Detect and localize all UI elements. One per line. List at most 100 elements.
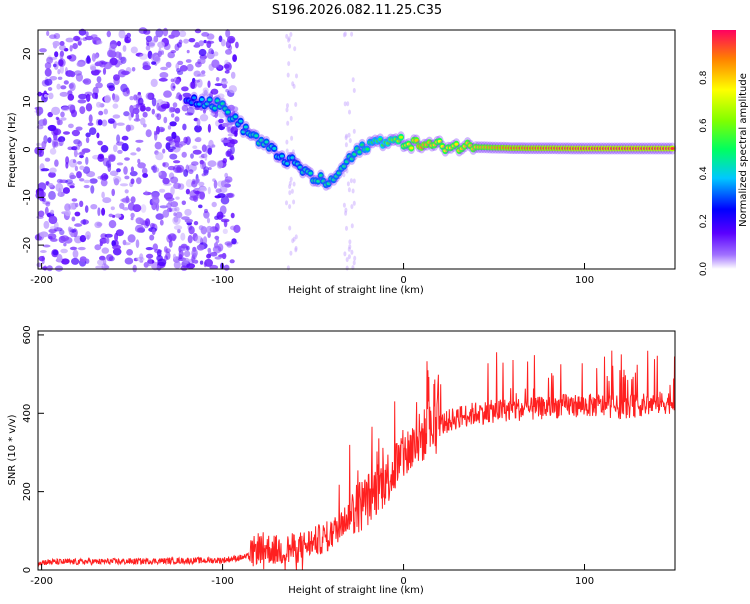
noise-blob [178, 39, 183, 45]
noise-blob [38, 210, 45, 217]
noise-blob [136, 147, 141, 152]
noise-blob [70, 246, 77, 250]
noise-blob [85, 132, 91, 138]
noise-blob [96, 222, 103, 227]
noise-blob [57, 58, 66, 67]
noise-blob [194, 125, 202, 133]
noise-blob [343, 31, 347, 37]
noise-blob [108, 154, 116, 162]
noise-blob [173, 225, 183, 231]
noise-blob [135, 139, 144, 143]
noise-blob [108, 213, 114, 218]
noise-blob [160, 66, 168, 71]
noise-blob [224, 241, 233, 246]
noise-blob [185, 188, 190, 195]
ridge-core [215, 99, 220, 103]
noise-blob [59, 65, 64, 74]
noise-blob [62, 187, 70, 194]
noise-blob [53, 227, 63, 232]
noise-blob [288, 190, 292, 196]
noise-blob [129, 96, 134, 101]
noise-blob [48, 171, 56, 178]
noise-blob [292, 199, 296, 205]
noise-blob [203, 109, 206, 114]
ridge-core [272, 147, 277, 150]
ridge-core [254, 134, 259, 138]
noise-blob [71, 198, 78, 202]
snr-series-line [37, 350, 676, 571]
noise-blob [199, 191, 205, 200]
noise-blob [213, 180, 218, 189]
noise-blob [118, 29, 126, 39]
noise-blob [131, 67, 136, 72]
noise-blob [172, 253, 177, 260]
noise-blob [77, 161, 82, 165]
ridge-core [199, 98, 204, 101]
snr-y-label: SNR (10 * v/v) [7, 414, 18, 485]
y-tick-label: 10 [22, 95, 33, 108]
noise-blob [90, 204, 98, 210]
x-tick-label: -200 [30, 576, 53, 587]
noise-blob [349, 178, 353, 184]
noise-blob [196, 118, 201, 127]
noise-blob [154, 249, 163, 254]
ridge-core [440, 144, 445, 148]
noise-blob [41, 141, 47, 149]
noise-blob [352, 88, 356, 93]
noise-blob [123, 111, 130, 117]
noise-blob [44, 157, 51, 162]
noise-blob [124, 175, 130, 180]
noise-blob [75, 202, 79, 208]
y-tick-label: 600 [22, 325, 33, 344]
noise-blob [52, 249, 59, 256]
noise-blob [109, 40, 118, 49]
noise-blob [100, 179, 108, 187]
noise-blob [204, 152, 208, 161]
noise-blob [221, 252, 227, 260]
colorbar-tick-label: 0.6 [699, 118, 709, 133]
noise-blob [235, 41, 239, 49]
noise-blob [45, 202, 51, 207]
snr-background [38, 331, 675, 570]
noise-blob [157, 41, 165, 48]
noise-blob [232, 54, 238, 62]
noise-blob [53, 61, 59, 70]
noise-blob [78, 93, 88, 100]
noise-blob [188, 38, 196, 43]
noise-blob [139, 253, 144, 261]
noise-blob [295, 73, 298, 79]
noise-blob [97, 140, 103, 146]
noise-blob [292, 181, 296, 187]
noise-blob [79, 200, 84, 207]
noise-blob [183, 169, 189, 177]
noise-blob [90, 66, 97, 71]
noise-blob [73, 149, 78, 158]
noise-blob [189, 190, 198, 199]
noise-blob [36, 142, 42, 147]
noise-blob [220, 196, 230, 205]
noise-blob [154, 141, 162, 150]
noise-blob [135, 217, 143, 225]
noise-blob [218, 118, 224, 124]
noise-blob [65, 156, 70, 165]
noise-blob [346, 181, 350, 187]
noise-blob [70, 232, 75, 238]
noise-blob [231, 238, 237, 245]
noise-blob [227, 133, 234, 137]
noise-blob [228, 85, 237, 94]
noise-blob [49, 148, 57, 155]
noise-blob [56, 138, 63, 142]
noise-blob [162, 209, 170, 218]
noise-blob [60, 235, 70, 242]
noise-blob [112, 114, 121, 119]
noise-blob [83, 184, 90, 189]
noise-blob [177, 228, 181, 234]
noise-blob [233, 130, 238, 137]
noise-blob [60, 117, 67, 121]
noise-blob [207, 232, 211, 238]
noise-blob [110, 206, 115, 211]
noise-blob [111, 240, 116, 247]
x-tick-label: 0 [400, 576, 406, 587]
noise-blob [159, 72, 169, 79]
noise-blob [71, 257, 80, 265]
